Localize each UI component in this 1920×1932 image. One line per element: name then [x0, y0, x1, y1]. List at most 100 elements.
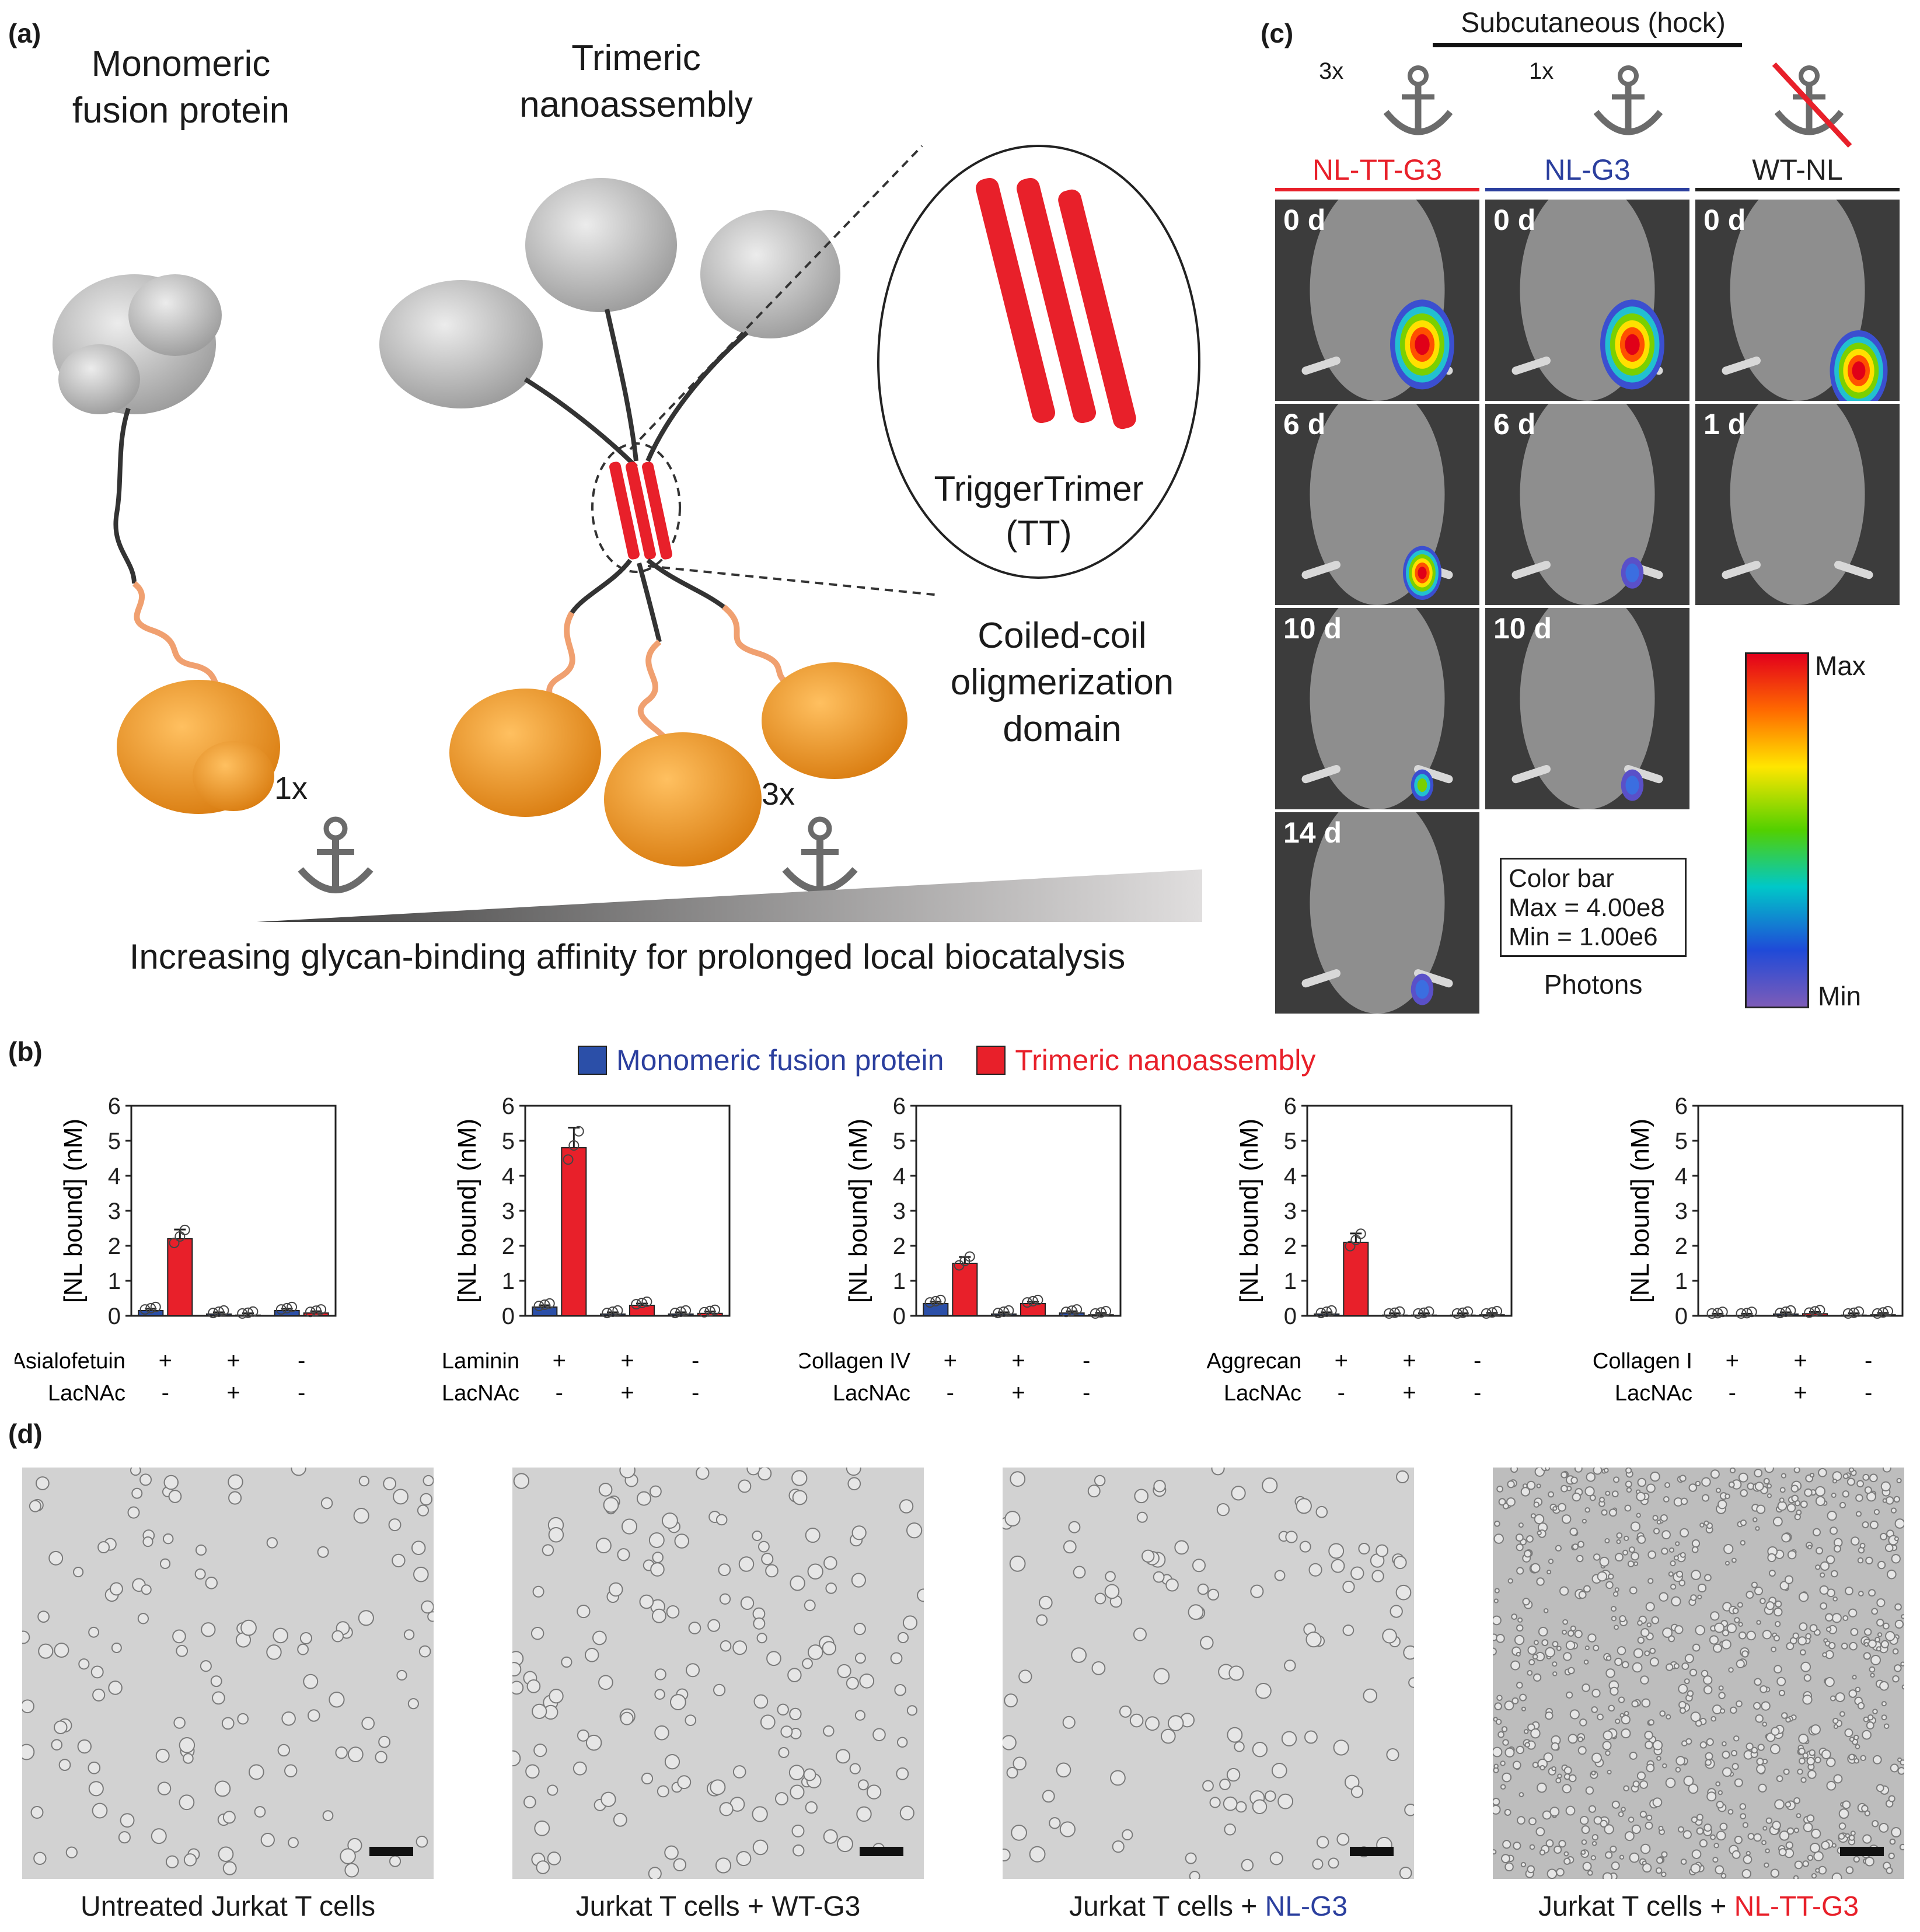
cell: [1633, 1561, 1639, 1566]
cell: [1809, 1472, 1815, 1478]
cell: [1681, 1740, 1688, 1746]
cell: [1006, 1766, 1018, 1779]
lacnac-label: LacNAc: [1224, 1381, 1301, 1406]
cell: [1754, 1482, 1764, 1491]
cell: [1776, 1676, 1786, 1686]
replicate-point: [1090, 1308, 1101, 1319]
cell: [88, 1761, 101, 1774]
cell: [237, 1713, 249, 1725]
cell: [807, 1563, 823, 1580]
cell: [1820, 1561, 1830, 1571]
cell: [1687, 1690, 1694, 1697]
replicate-point: [214, 1306, 224, 1317]
cell: [1197, 1583, 1209, 1595]
cell: [1636, 1512, 1641, 1518]
cell: [1517, 1617, 1523, 1623]
y-tick-label: 2: [108, 1234, 121, 1259]
cell: [788, 1765, 805, 1781]
cell: [1870, 1655, 1881, 1665]
legend-label-monomer: Monomeric fusion protein: [616, 1044, 944, 1077]
cell: [393, 1489, 409, 1505]
cell: [1894, 1518, 1904, 1529]
cell: [738, 1479, 752, 1493]
micrograph-caption: Jurkat T cells + NL-TT-G3: [1469, 1891, 1920, 1923]
cell: [73, 1567, 84, 1578]
cell: [179, 1794, 195, 1811]
cell: [1879, 1681, 1889, 1691]
cell: [1666, 1714, 1671, 1720]
cell: [1572, 1492, 1581, 1502]
tt-label-line2: (TT): [1006, 513, 1072, 553]
cell: [1602, 1872, 1613, 1879]
cell: [1865, 1856, 1874, 1867]
coil-label-line1: Coiled-coil: [978, 616, 1147, 656]
cell: [183, 1753, 194, 1764]
mouse-image: [1301, 608, 1453, 809]
replicate-point: [1101, 1306, 1112, 1317]
y-tick-label: 5: [1284, 1129, 1297, 1154]
cell: [1838, 1833, 1845, 1840]
cell: [1533, 1673, 1542, 1682]
cell: [592, 1630, 607, 1645]
cell: [90, 1665, 104, 1679]
cell: [1734, 1835, 1743, 1844]
cell: [1493, 1804, 1501, 1815]
cell: [641, 1772, 654, 1785]
cell: [1565, 1805, 1576, 1816]
cell: [1644, 1731, 1653, 1740]
cell: [854, 1710, 866, 1721]
cell: [1496, 1634, 1505, 1643]
cell: [1755, 1526, 1760, 1531]
condition-sign: -: [1729, 1380, 1736, 1406]
cell: [1816, 1547, 1823, 1555]
cell: [1605, 1655, 1612, 1661]
scale-bar: [369, 1847, 413, 1856]
cell: [344, 1863, 359, 1878]
cell: [1603, 1468, 1609, 1473]
cell: [1879, 1822, 1889, 1833]
cell: [1695, 1625, 1705, 1636]
cell: [1866, 1721, 1874, 1730]
cell: [1560, 1484, 1568, 1493]
cell: [1855, 1511, 1862, 1517]
cell: [523, 1795, 536, 1809]
cell: [1803, 1822, 1813, 1832]
y-tick-label: 0: [1675, 1304, 1688, 1329]
monomer-grey-domain: [53, 274, 222, 414]
cell: [1547, 1570, 1552, 1575]
y-tick-label: 0: [108, 1304, 121, 1329]
cell: [613, 1812, 627, 1827]
cell: [1681, 1662, 1689, 1670]
cell: [1890, 1763, 1899, 1773]
cell: [1637, 1477, 1647, 1487]
replicate-point: [1481, 1308, 1492, 1319]
cell: [418, 1645, 431, 1658]
cell: [1582, 1683, 1590, 1692]
cell: [1545, 1839, 1554, 1847]
cell: [1734, 1617, 1740, 1623]
cell: [1740, 1813, 1747, 1819]
cell: [1821, 1749, 1831, 1760]
cell: [1751, 1746, 1758, 1754]
replicate-point: [999, 1306, 1009, 1317]
cell: [685, 1714, 697, 1727]
cell: [1661, 1871, 1667, 1877]
cell: [1887, 1569, 1897, 1580]
cell: [1404, 1804, 1414, 1816]
replicate-point: [305, 1306, 316, 1318]
replicate-point: [150, 1301, 161, 1312]
cell: [1533, 1640, 1539, 1645]
cell: [1516, 1651, 1521, 1657]
cell: [1216, 1503, 1230, 1517]
panel-c-label: (c): [1261, 18, 1294, 48]
replicate-point: [608, 1306, 618, 1317]
cell: [130, 1468, 141, 1476]
cell: [686, 1663, 700, 1678]
cell: [1284, 1660, 1296, 1672]
cell: [1774, 1665, 1782, 1674]
mouse-image: [1511, 200, 1664, 401]
cell: [218, 1846, 234, 1862]
cell: [1841, 1643, 1848, 1650]
cell: [547, 1851, 561, 1865]
luminescence-signal: [1830, 330, 1888, 401]
